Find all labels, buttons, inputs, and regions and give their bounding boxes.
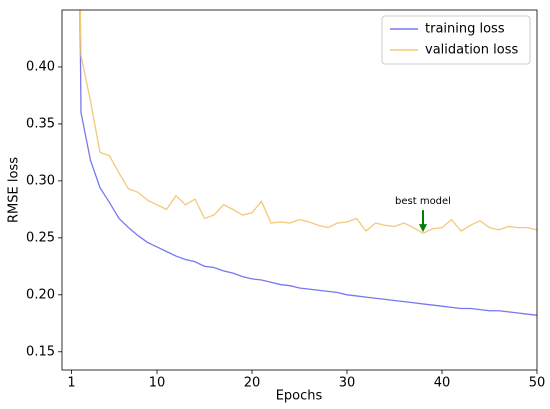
x-tick-label: 30 — [339, 376, 356, 391]
y-tick-label: 0.25 — [26, 230, 55, 245]
y-tick-label: 0.35 — [26, 116, 55, 131]
x-tick-label: 20 — [244, 376, 261, 391]
y-axis-label: RMSE loss — [7, 157, 22, 223]
legend-label: training loss — [425, 22, 505, 37]
line-series — [79, 10, 537, 235]
x-tick-label: 40 — [434, 376, 451, 391]
x-tick-label: 10 — [149, 376, 166, 391]
x-tick-label: 50 — [529, 376, 546, 391]
legend-box — [381, 15, 531, 65]
y-tick-label: 0.40 — [26, 59, 55, 74]
plot-lines — [79, 10, 537, 316]
x-tick-label: 1 — [67, 376, 75, 391]
y-tick-label: 0.20 — [26, 287, 55, 302]
y-tick-label: 0.15 — [26, 344, 55, 359]
legend-label: validation loss — [425, 43, 518, 58]
line-series — [79, 10, 537, 316]
annotation-arrowhead — [419, 224, 427, 233]
plot-frame — [61, 9, 538, 371]
annotation-text: best model — [395, 196, 451, 207]
x-axis-label: Epochs — [276, 389, 323, 404]
y-tick-label: 0.30 — [26, 173, 55, 188]
